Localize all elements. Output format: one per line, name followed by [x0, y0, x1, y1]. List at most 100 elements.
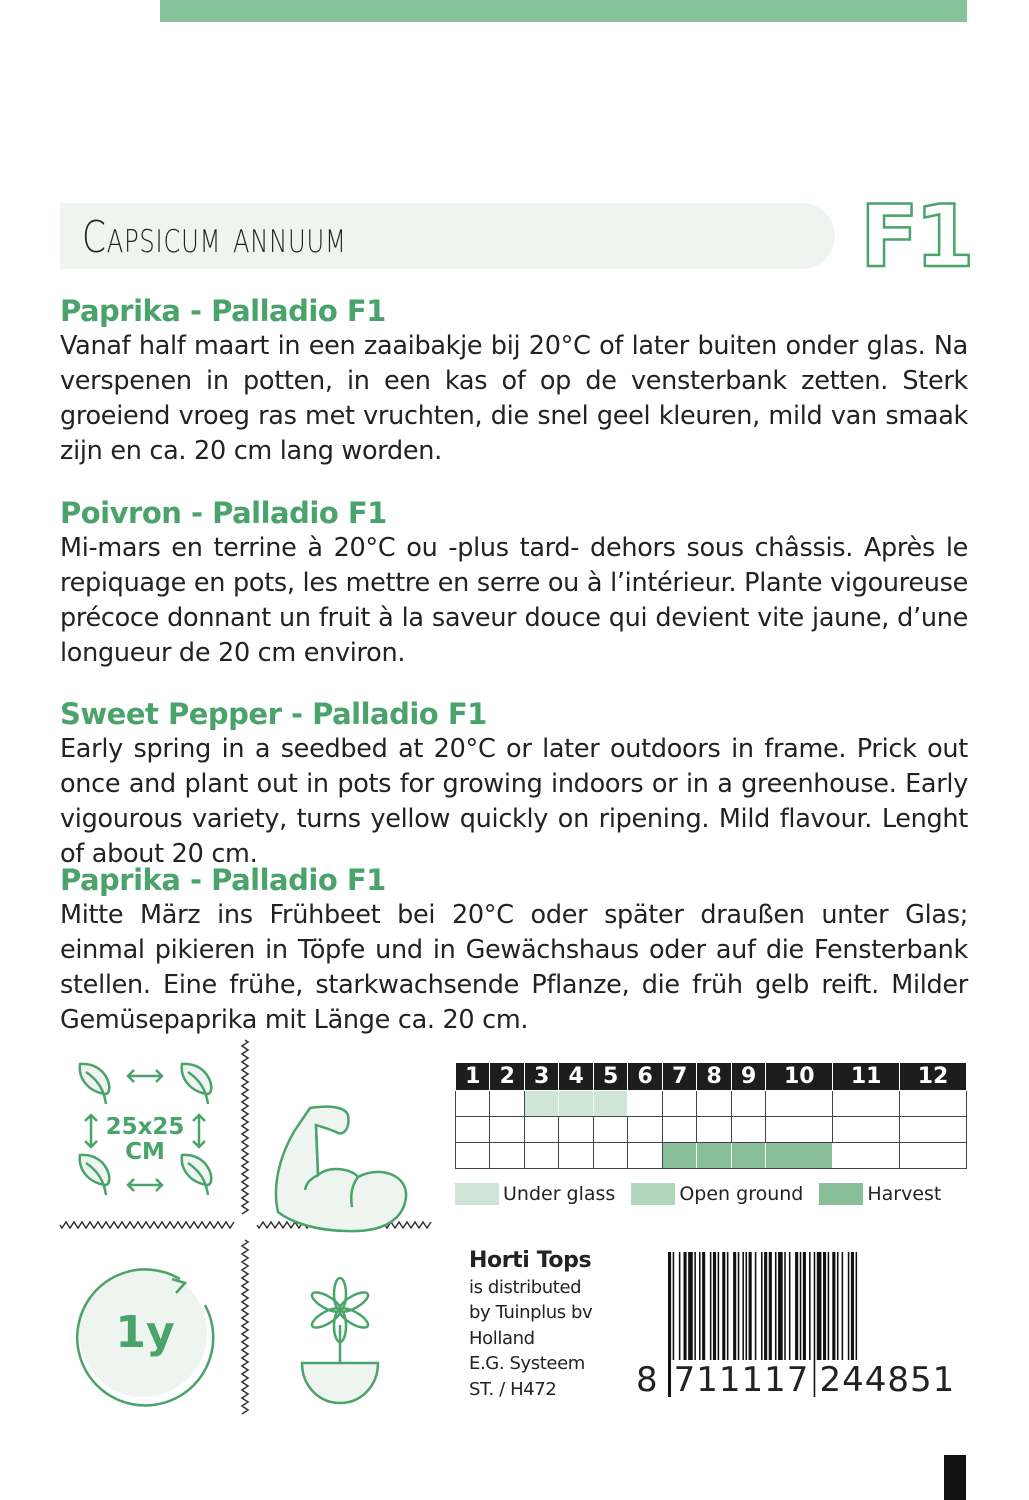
calendar-cell — [592, 1116, 629, 1143]
strong-arm-icon — [274, 1105, 408, 1233]
cycle-label: 1y — [115, 1307, 174, 1358]
barcode — [668, 1252, 858, 1397]
barcode-bar — [668, 1252, 672, 1397]
annual-cycle-icon — [75, 1268, 215, 1407]
distributor-line: by Tuinplus bv — [469, 1302, 593, 1323]
barcode-bar — [768, 1252, 772, 1397]
calendar-cell — [454, 1116, 491, 1143]
barcode-digit-group: 244851 — [816, 1360, 959, 1400]
calendar-cell — [765, 1142, 834, 1169]
f1-badge: F1 — [859, 187, 976, 287]
calendar-cell — [899, 1090, 967, 1117]
print-mark — [944, 1455, 966, 1500]
distributor-line: E.G. Systeem — [469, 1353, 585, 1374]
barcode-bar — [788, 1252, 791, 1397]
barcode-bar — [850, 1252, 854, 1397]
sowing-calendar: 1 2 3 4 5 6 7 8 9 10 11 12 — [454, 1063, 967, 1169]
calendar-cell — [832, 1090, 901, 1117]
month-header: 12 — [899, 1063, 967, 1091]
barcode-bar — [717, 1252, 720, 1397]
distributor-info: Horti Tops is distributed by Tuinplus bv… — [469, 1248, 593, 1402]
spacing-unit: CM — [125, 1139, 165, 1165]
section-text: Mitte März ins Frühbeet bei 20°C oder sp… — [60, 900, 968, 1035]
section-dutch: Paprika - Palladio F1 Vanaf half maart i… — [60, 293, 968, 469]
calendar-cell — [592, 1142, 629, 1169]
barcode-bar — [709, 1252, 712, 1397]
brand-name: Horti Tops — [469, 1248, 592, 1273]
barcode-bar — [699, 1252, 701, 1397]
barcode-bar — [809, 1252, 811, 1397]
legend-harvest: Harvest — [819, 1183, 941, 1205]
section-german: Paprika - Palladio F1 Mitte März ins Frü… — [60, 862, 968, 1038]
barcode-bar — [694, 1252, 696, 1397]
calendar-cell — [661, 1142, 698, 1169]
barcode-bar — [784, 1252, 786, 1397]
month-header: 1 — [454, 1063, 491, 1091]
section-text: Mi-mars en terrine à 20°C ou -plus tard-… — [60, 533, 968, 668]
spacing-value: 25x25 — [106, 1114, 185, 1140]
barcode-bar — [683, 1252, 687, 1397]
barcode-bar — [827, 1252, 830, 1397]
calendar-cell — [765, 1090, 834, 1117]
calendar-cell — [661, 1116, 698, 1143]
calendar-cell — [523, 1116, 560, 1143]
barcode-bar — [722, 1252, 726, 1397]
barcode-bar — [688, 1252, 693, 1397]
barcode-bar — [726, 1252, 729, 1397]
calendar-header-row: 1 2 3 4 5 6 7 8 9 10 11 12 — [454, 1063, 967, 1091]
barcode-bar — [672, 1252, 675, 1397]
calendar-legend: Under glass Open ground Harvest — [455, 1183, 957, 1205]
calendar-row — [454, 1090, 967, 1117]
calendar-cell — [489, 1142, 525, 1169]
month-header: 3 — [523, 1063, 560, 1091]
calendar-cell — [627, 1090, 663, 1117]
barcode-bar — [678, 1252, 681, 1397]
calendar-cell — [696, 1142, 732, 1169]
calendar-cell — [454, 1142, 491, 1169]
barcode-bar — [816, 1252, 822, 1397]
month-header: 5 — [592, 1063, 629, 1091]
calendar-cell — [523, 1142, 560, 1169]
calendar-cell — [899, 1116, 967, 1143]
legend-swatch — [631, 1183, 676, 1205]
barcode-bar — [712, 1252, 717, 1397]
barcode-digit-group: 711117 — [670, 1360, 813, 1400]
barcode-bar — [841, 1252, 844, 1397]
legend-under-glass: Under glass — [455, 1183, 615, 1205]
month-header: 2 — [489, 1063, 525, 1091]
section-title: Poivron - Palladio F1 — [60, 496, 387, 530]
calendar-cell — [832, 1142, 901, 1169]
legend-swatch — [455, 1183, 499, 1205]
section-french: Poivron - Palladio F1 Mi-mars en terrine… — [60, 495, 968, 671]
calendar-cell — [765, 1116, 834, 1143]
barcode-bar — [795, 1252, 799, 1397]
calendar-cell — [627, 1116, 663, 1143]
calendar-cell — [696, 1116, 732, 1143]
calendar-row — [454, 1142, 967, 1169]
plant-spacing-icon — [78, 1062, 213, 1196]
barcode-digit-first: 8 — [636, 1360, 659, 1400]
month-header: 8 — [696, 1063, 732, 1091]
barcode-bar — [813, 1252, 816, 1397]
barcode-bar — [799, 1252, 802, 1397]
barcode-bar — [702, 1252, 706, 1397]
legend-open-ground: Open ground — [631, 1183, 803, 1205]
distributor-line: is distributed — [469, 1276, 582, 1298]
calendar-cell — [592, 1090, 629, 1117]
calendar-cell — [558, 1142, 594, 1169]
month-header: 9 — [730, 1063, 767, 1091]
barcode-bar — [733, 1252, 737, 1397]
barcode-bar — [748, 1252, 752, 1397]
section-title: Paprika - Palladio F1 — [60, 863, 386, 897]
barcode-bar — [745, 1252, 748, 1397]
calendar-cell — [489, 1090, 525, 1117]
calendar-cell — [558, 1090, 594, 1117]
calendar-cell — [523, 1090, 560, 1117]
latin-name: Capsicum annuum — [82, 212, 347, 263]
month-header: 11 — [832, 1063, 901, 1091]
barcode-bar — [802, 1252, 806, 1397]
calendar-cell — [899, 1142, 967, 1169]
calendar-cell — [730, 1142, 767, 1169]
section-title: Paprika - Palladio F1 — [60, 294, 386, 328]
barcode-digits: 8 711117 244851 — [636, 1360, 959, 1400]
